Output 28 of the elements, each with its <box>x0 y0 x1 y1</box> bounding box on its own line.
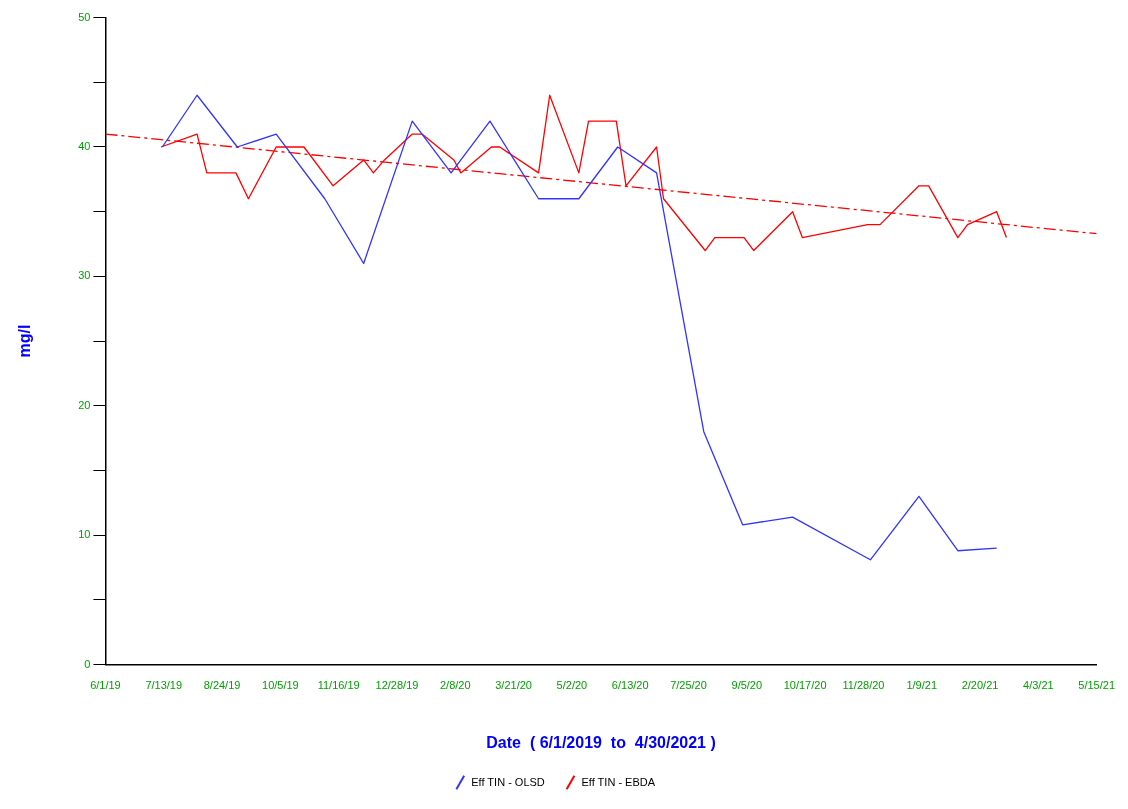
y-tick-label: 20 <box>78 398 91 411</box>
y-tick-label: 10 <box>78 528 91 541</box>
legend-label: Eff TIN - OLSD <box>471 775 545 788</box>
x-tick-label: 8/24/19 <box>203 679 241 692</box>
x-tick-label: 10/5/19 <box>262 679 299 692</box>
y-tick-label: 30 <box>78 269 91 282</box>
y-tick-label: 40 <box>78 140 91 153</box>
x-tick-label: 7/13/19 <box>145 679 183 692</box>
x-tick-label: 10/17/20 <box>783 679 827 692</box>
y-tick-label: 0 <box>84 657 91 670</box>
x-tick-label: 12/28/19 <box>375 679 419 692</box>
x-tick-label: 6/13/20 <box>611 679 649 692</box>
x-tick-label: 3/21/20 <box>495 679 532 692</box>
x-tick-label: 4/3/21 <box>1023 679 1054 692</box>
x-tick-label: 5/2/20 <box>556 679 588 692</box>
x-tick-label: 1/9/21 <box>906 679 938 692</box>
x-tick-label: 7/25/20 <box>670 679 707 692</box>
x-tick-label: 11/28/20 <box>842 679 885 692</box>
x-tick-label: 6/1/19 <box>90 679 121 692</box>
x-tick-label: 5/15/21 <box>1078 679 1115 692</box>
y-tick-label: 50 <box>78 10 91 23</box>
x-tick-label: 9/5/20 <box>731 679 763 692</box>
y-axis-title: mg/l <box>16 324 34 358</box>
x-tick-label: 2/8/20 <box>439 679 471 692</box>
legend-label: Eff TIN - EBDA <box>581 775 656 788</box>
x-tick-label: 2/20/21 <box>961 679 999 692</box>
x-axis-title: Date ( 6/1/2019 to 4/30/2021 ) <box>486 733 716 751</box>
x-tick-label: 11/16/19 <box>317 679 360 692</box>
